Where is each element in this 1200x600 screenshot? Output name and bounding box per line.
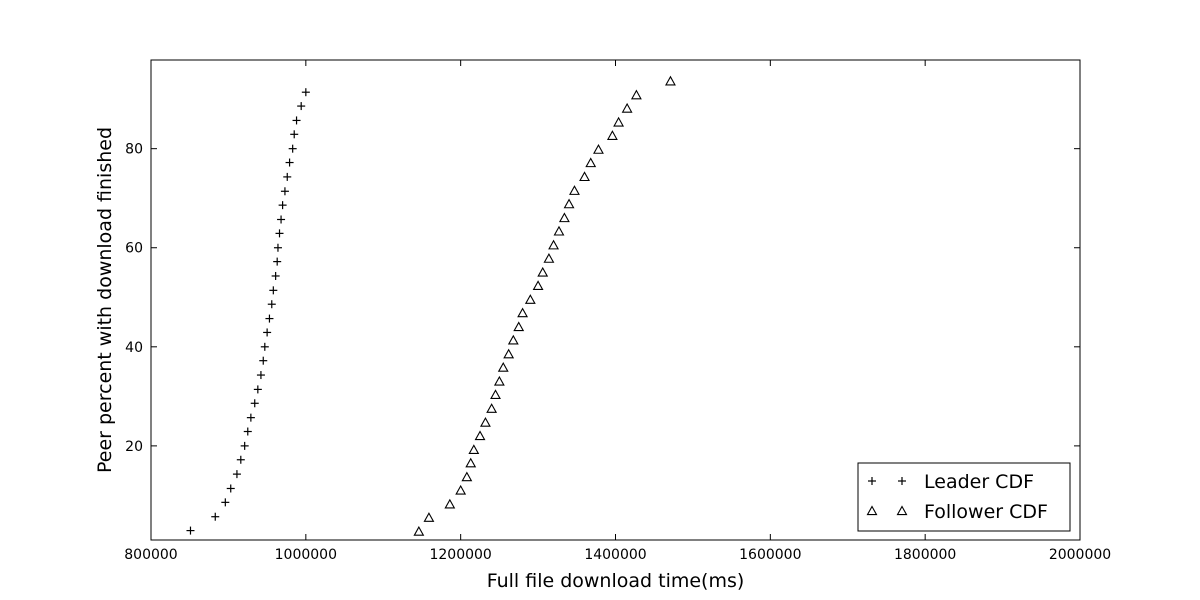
data-point-follower xyxy=(465,457,477,468)
data-point-follower xyxy=(468,444,480,454)
data-point-follower xyxy=(497,361,509,372)
data-point-follower xyxy=(613,116,625,127)
data-point-follower xyxy=(507,334,519,345)
data-point-follower xyxy=(537,266,549,277)
data-point-leader xyxy=(290,130,299,139)
data-point-leader xyxy=(285,158,294,167)
data-point-follower xyxy=(665,75,676,86)
data-point-follower xyxy=(474,430,486,441)
data-point-leader xyxy=(277,215,286,224)
data-point-leader xyxy=(243,427,252,436)
data-point-leader xyxy=(273,257,282,266)
data-point-follower xyxy=(444,498,456,509)
data-point-leader xyxy=(259,356,268,365)
data-point-follower xyxy=(543,253,555,263)
data-point-follower xyxy=(490,389,501,400)
legend-marker-plus xyxy=(868,477,876,485)
data-point-follower xyxy=(606,130,618,140)
data-point-follower xyxy=(493,375,505,386)
x-tick-label: 1400000 xyxy=(584,547,646,563)
x-tick-label: 1200000 xyxy=(429,547,491,563)
data-point-follower xyxy=(455,484,467,495)
data-point-leader xyxy=(301,88,310,97)
data-point-follower xyxy=(503,348,515,359)
y-tick-label: 20 xyxy=(125,439,143,455)
y-tick-label: 60 xyxy=(125,241,143,257)
y-tick-label: 40 xyxy=(125,340,143,356)
data-point-follower xyxy=(558,212,570,223)
legend-label: Leader CDF xyxy=(924,471,1034,493)
data-point-leader xyxy=(253,385,262,394)
data-point-follower xyxy=(461,471,473,482)
data-point-follower xyxy=(517,307,529,318)
data-point-leader xyxy=(278,201,287,210)
data-point-leader xyxy=(256,371,265,380)
data-point-follower xyxy=(480,416,491,427)
data-point-follower xyxy=(513,321,525,332)
legend-marker-triangle xyxy=(896,505,908,516)
data-point-leader xyxy=(273,243,282,252)
legend-box xyxy=(857,462,1071,532)
data-point-leader xyxy=(275,229,284,238)
data-point-leader xyxy=(267,300,276,309)
data-point-follower xyxy=(579,171,590,182)
data-point-leader xyxy=(260,342,269,351)
data-point-leader xyxy=(297,102,306,111)
data-point-follower xyxy=(630,89,642,100)
data-point-leader xyxy=(211,512,220,521)
data-point-follower xyxy=(621,102,633,113)
data-point-leader xyxy=(283,172,292,181)
legend-marker-plus xyxy=(898,477,906,485)
axis-ticks: 800000 1000000 1200000 1400000 1600000 180000… xyxy=(124,60,1111,563)
plot-marks xyxy=(186,75,676,536)
data-point-leader xyxy=(246,413,255,422)
x-tick-label: 2000000 xyxy=(1049,547,1111,563)
data-point-follower xyxy=(548,239,560,250)
y-axis-label: Peer percent with download finished xyxy=(94,127,116,473)
data-point-leader xyxy=(226,484,235,493)
data-point-follower xyxy=(569,185,580,195)
data-point-leader xyxy=(232,470,241,479)
legend: Leader CDF Follower CDF xyxy=(857,462,1071,532)
x-tick-label: 800000 xyxy=(124,547,177,563)
data-point-leader xyxy=(250,399,259,408)
data-point-follower xyxy=(563,198,575,209)
data-point-leader xyxy=(288,144,297,153)
data-point-leader xyxy=(271,271,280,280)
x-tick-label: 1800000 xyxy=(894,547,956,563)
legend-item: Leader CDF xyxy=(868,471,1034,493)
data-point-leader xyxy=(292,116,301,125)
data-point-follower xyxy=(486,403,498,413)
data-point-leader xyxy=(186,526,195,535)
data-point-follower xyxy=(585,157,597,168)
legend-item: Follower CDF xyxy=(866,501,1048,523)
x-axis-label: Full file download time(ms) xyxy=(487,570,745,592)
data-point-follower xyxy=(593,144,604,154)
data-point-leader xyxy=(280,187,289,196)
legend-label: Follower CDF xyxy=(924,501,1048,523)
data-point-leader xyxy=(221,498,230,507)
data-point-leader xyxy=(265,314,274,323)
data-point-leader xyxy=(263,328,272,337)
data-point-leader xyxy=(269,286,278,295)
y-tick-label: 80 xyxy=(125,142,143,158)
data-point-leader xyxy=(236,455,245,464)
data-point-follower xyxy=(532,280,544,291)
x-tick-label: 1000000 xyxy=(275,547,337,563)
data-point-follower xyxy=(524,294,536,304)
data-point-follower xyxy=(553,225,565,236)
x-tick-label: 1600000 xyxy=(739,547,801,563)
data-point-follower xyxy=(423,512,435,522)
legend-marker-triangle xyxy=(866,505,878,516)
data-point-leader xyxy=(240,441,249,450)
data-point-follower xyxy=(413,525,425,536)
